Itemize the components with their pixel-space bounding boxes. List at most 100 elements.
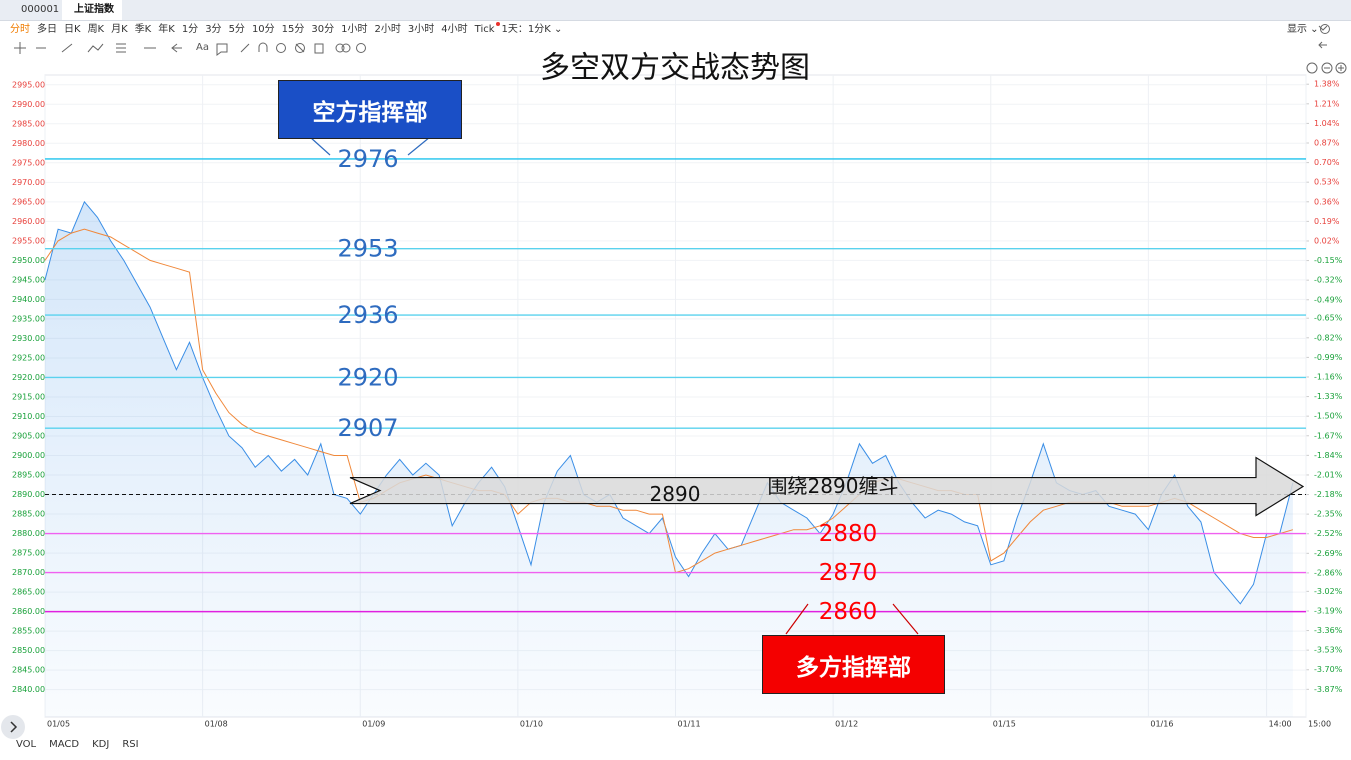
x-tick-label: 01/15 [993, 720, 1016, 729]
period-tab[interactable]: 1天：1分K ⌄ [501, 24, 563, 35]
y-tick-label: 2850.00 [12, 646, 45, 655]
level-label: 2976 [337, 145, 398, 173]
level-label: 2936 [337, 301, 398, 329]
y2-tick-label: -2.69% [1314, 549, 1343, 558]
y2-tick-label: -3.02% [1314, 587, 1343, 596]
period-tab[interactable]: 日K [64, 24, 81, 35]
y2-tick-label: 0.36% [1314, 197, 1340, 206]
indicator-tab[interactable]: MACD [49, 739, 80, 750]
level-label: 2870 [819, 560, 878, 586]
period-tab[interactable]: 多日 [37, 24, 57, 35]
stock-code: 000001 [21, 4, 60, 15]
text-tool[interactable]: Aa [196, 42, 209, 53]
y2-tick-label: -0.32% [1314, 276, 1343, 285]
y-tick-label: 2995.00 [12, 80, 45, 89]
y2-tick-label: -1.84% [1314, 451, 1343, 460]
y-tick-label: 2855.00 [12, 627, 45, 636]
y2-tick-label: -3.19% [1314, 606, 1343, 615]
y-tick-label: 2960.00 [12, 217, 45, 226]
period-tab[interactable]: 周K [87, 24, 105, 35]
y2-tick-label: -0.99% [1314, 353, 1343, 362]
period-tab[interactable]: 4小时 [441, 24, 468, 35]
y2-tick-label: -1.33% [1314, 392, 1343, 401]
y-tick-label: 2915.00 [12, 392, 45, 401]
y-tick-label: 2940.00 [12, 295, 45, 304]
y-tick-label: 2990.00 [12, 100, 45, 109]
y2-tick-label: 0.87% [1314, 139, 1340, 148]
y2-tick-label: -1.67% [1314, 431, 1343, 440]
level-label: 2953 [337, 235, 398, 263]
y-tick-label: 2910.00 [12, 412, 45, 421]
y2-tick-label: -0.65% [1314, 314, 1343, 323]
y-tick-label: 2890.00 [12, 490, 45, 499]
level-label: 2920 [337, 363, 398, 391]
y-tick-label: 2970.00 [12, 178, 45, 187]
y2-tick-label: 1.04% [1314, 119, 1340, 128]
y2-tick-label: -0.49% [1314, 295, 1343, 304]
period-tab[interactable]: 月K [111, 24, 128, 35]
period-tab[interactable]: Tick [475, 22, 500, 38]
y2-tick-label: 0.19% [1314, 217, 1340, 226]
level-label: 2860 [819, 599, 878, 625]
x-tick-label: 01/08 [205, 720, 228, 729]
y2-tick-label: -2.86% [1314, 568, 1343, 577]
y-tick-label: 2980.00 [12, 139, 45, 148]
y-tick-label: 2865.00 [12, 588, 45, 597]
chart-title: 多空双方交战态势图 [540, 51, 810, 86]
pointer [309, 136, 331, 156]
y2-tick-label: 1.21% [1314, 99, 1340, 108]
y-tick-label: 2955.00 [12, 236, 45, 245]
y2-tick-label: -3.53% [1314, 646, 1343, 655]
y2-tick-label: 0.53% [1314, 178, 1340, 187]
stock-tab[interactable]: 上证指数 [62, 0, 122, 20]
y-tick-label: 2975.00 [12, 158, 45, 167]
bull-callout: 多方指挥部 [762, 635, 945, 694]
period-tab[interactable]: 30分 [311, 24, 335, 35]
period-tab[interactable]: 1小时 [341, 24, 368, 35]
period-tab[interactable]: 5分 [228, 24, 245, 35]
display-menu[interactable]: 显示 ⌄ [1287, 24, 1319, 35]
y2-tick-label: -2.52% [1314, 529, 1343, 538]
title-bar: 000001 上证指数 [0, 0, 1351, 21]
y2-tick-label: -0.15% [1314, 256, 1343, 265]
y-tick-label: 2845.00 [12, 666, 45, 675]
period-tab[interactable]: 年K [158, 24, 175, 35]
x-tick-label: 15:00 [1308, 720, 1331, 729]
y-tick-label: 2930.00 [12, 334, 45, 343]
y2-tick-label: -3.70% [1314, 665, 1343, 674]
period-tab[interactable]: 2小时 [374, 24, 401, 35]
period-tabs: 分时 多日 日K 周K 月K 季K 年K 1分 3分 5分 10分 15分 30分 1小时 2小时 3小时 4小… [10, 22, 562, 38]
period-tab[interactable]: 15分 [281, 24, 305, 35]
period-tab[interactable]: 3分 [205, 24, 222, 35]
indicator-tab[interactable]: VOL [16, 739, 37, 750]
y2-tick-label: -2.01% [1314, 470, 1343, 479]
x-tick-label: 14:00 [1269, 720, 1292, 729]
y-tick-label: 2860.00 [12, 607, 45, 616]
y-tick-label: 2965.00 [12, 197, 45, 206]
indicator-tab[interactable]: RSI [122, 739, 139, 750]
y-tick-label: 2920.00 [12, 373, 45, 382]
x-tick-label: 01/10 [520, 720, 543, 729]
pointer [407, 136, 431, 156]
y2-tick-label: -2.18% [1314, 490, 1343, 499]
x-tick-label: 01/11 [678, 720, 701, 729]
x-tick-label: 01/16 [1150, 720, 1173, 729]
y-tick-label: 2885.00 [12, 510, 45, 519]
y-tick-label: 2925.00 [12, 353, 45, 362]
period-tab[interactable]: 季K [134, 24, 152, 35]
pointer [892, 603, 919, 635]
y2-tick-label: -1.16% [1314, 372, 1343, 381]
period-tab[interactable]: 1分 [181, 24, 199, 35]
period-tab[interactable]: 分时 [10, 24, 30, 35]
y-tick-label: 2950.00 [12, 256, 45, 265]
arrow [349, 456, 1305, 517]
y-tick-label: 2935.00 [12, 314, 45, 323]
period-tab[interactable]: 10分 [251, 24, 275, 35]
period-tab[interactable]: 3小时 [407, 24, 435, 35]
y-tick-label: 2875.00 [12, 549, 45, 558]
pointer [785, 603, 809, 635]
y-tick-label: 2870.00 [12, 568, 45, 577]
indicator-tab[interactable]: KDJ [92, 739, 110, 750]
arrow-text: 围绕2890缠斗 [768, 474, 899, 498]
price-area [45, 201, 1293, 718]
